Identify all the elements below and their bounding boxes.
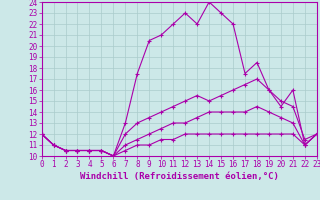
X-axis label: Windchill (Refroidissement éolien,°C): Windchill (Refroidissement éolien,°C) (80, 172, 279, 181)
